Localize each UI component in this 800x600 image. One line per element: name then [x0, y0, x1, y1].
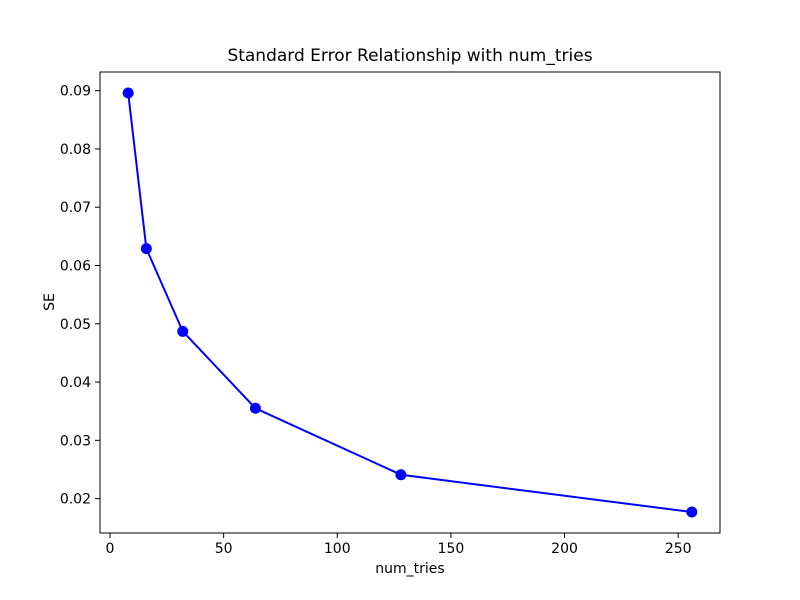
data-line	[127, 92, 692, 514]
x-axis-ticks: 0 50 100 150 200 250	[106, 533, 692, 557]
y-tick-label: 0.05	[60, 317, 91, 333]
x-tick-label: 0	[106, 541, 115, 557]
plot-border	[99, 71, 721, 534]
y-axis-ticks: 0.02 0.03 0.04 0.05 0.06 0.07 0.08 0.09	[60, 84, 100, 508]
data-point	[395, 469, 407, 481]
data-point	[686, 506, 698, 518]
y-tick-label: 0.02	[60, 492, 91, 508]
x-tick-label: 150	[438, 541, 465, 557]
data-points	[122, 87, 698, 518]
data-point	[122, 87, 134, 99]
data-point	[249, 402, 261, 414]
x-tick-label: 50	[215, 541, 233, 557]
y-tick-label: 0.04	[60, 375, 91, 391]
y-tick-label: 0.08	[60, 142, 91, 158]
y-tick-label: 0.07	[60, 200, 91, 216]
y-tick-label: 0.09	[60, 84, 91, 100]
data-point	[177, 325, 189, 337]
x-axis-label: num_tries	[375, 561, 445, 577]
y-tick-label: 0.03	[60, 433, 91, 449]
x-tick-label: 200	[551, 541, 578, 557]
x-tick-label: 250	[665, 541, 692, 557]
x-tick-label: 100	[324, 541, 351, 557]
chart-title: Standard Error Relationship with num_tri…	[227, 46, 593, 66]
y-tick-label: 0.06	[60, 258, 91, 274]
data-point	[140, 243, 152, 255]
